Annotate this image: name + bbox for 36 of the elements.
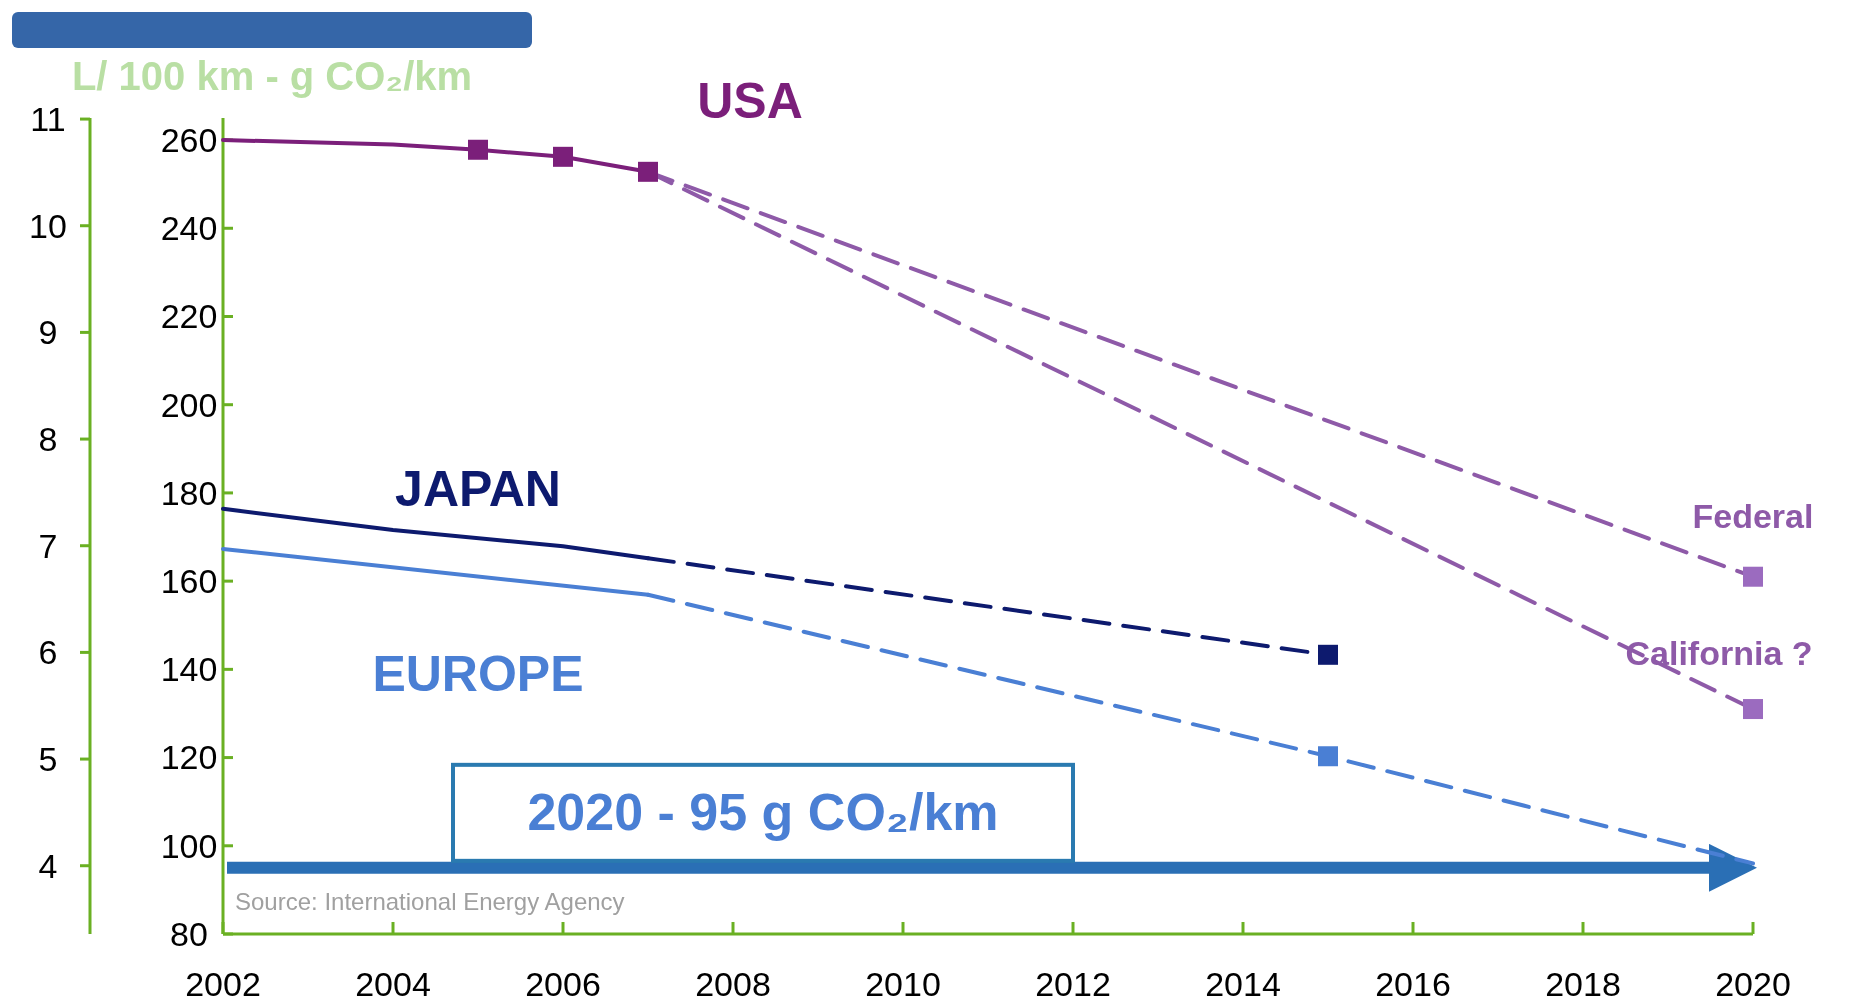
x-tick-label: 2008 — [695, 965, 771, 1003]
y-tick-label: 200 — [160, 385, 218, 424]
y-axis-title: L/ 100 km - g CO₂/km — [71, 54, 473, 98]
x-tick-label: 2010 — [865, 965, 941, 1003]
annotation: Source: International Energy Agency — [235, 888, 625, 915]
y2-tick-label: 6 — [38, 633, 58, 672]
x-tick-label: 2004 — [355, 965, 431, 1003]
x-tick-label: 2020 — [1715, 965, 1791, 1003]
x-tick-label: 2002 — [185, 965, 261, 1003]
series-label: USA — [697, 73, 803, 129]
y2-tick-label: 5 — [38, 739, 58, 778]
series-label: Federal — [1692, 497, 1814, 536]
y2-tick-label: 7 — [38, 526, 58, 565]
y2-tick-label: 9 — [38, 313, 58, 352]
y2-tick-label: 8 — [38, 419, 58, 458]
ref-line-label: 2020 - 95 g CO₂/km — [527, 782, 999, 841]
y-tick-label: 240 — [160, 209, 218, 248]
x-tick-label: 2016 — [1375, 965, 1451, 1003]
y-tick-label: 120 — [160, 738, 218, 777]
y-tick-label: 160 — [160, 562, 218, 601]
y2-tick-label: 11 — [30, 99, 66, 138]
series-label: JAPAN — [395, 461, 561, 518]
x-tick-label: 2018 — [1545, 965, 1621, 1003]
y-tick-label: 80 — [170, 914, 208, 953]
y-tick-label: 180 — [160, 473, 218, 512]
x-tick-label: 2014 — [1205, 965, 1281, 1003]
y-tick-label: 260 — [160, 120, 218, 159]
series-label: EUROPE — [372, 646, 584, 703]
y2-tick-label: 4 — [38, 846, 58, 885]
x-tick-label: 2006 — [525, 965, 601, 1003]
series-label: California ? — [1625, 633, 1813, 672]
y-tick-label: 140 — [160, 650, 218, 689]
y-tick-label: 220 — [160, 297, 218, 336]
x-tick-label: 2012 — [1035, 965, 1111, 1003]
y-tick-label: 100 — [160, 826, 218, 865]
y2-tick-label: 10 — [29, 206, 67, 245]
